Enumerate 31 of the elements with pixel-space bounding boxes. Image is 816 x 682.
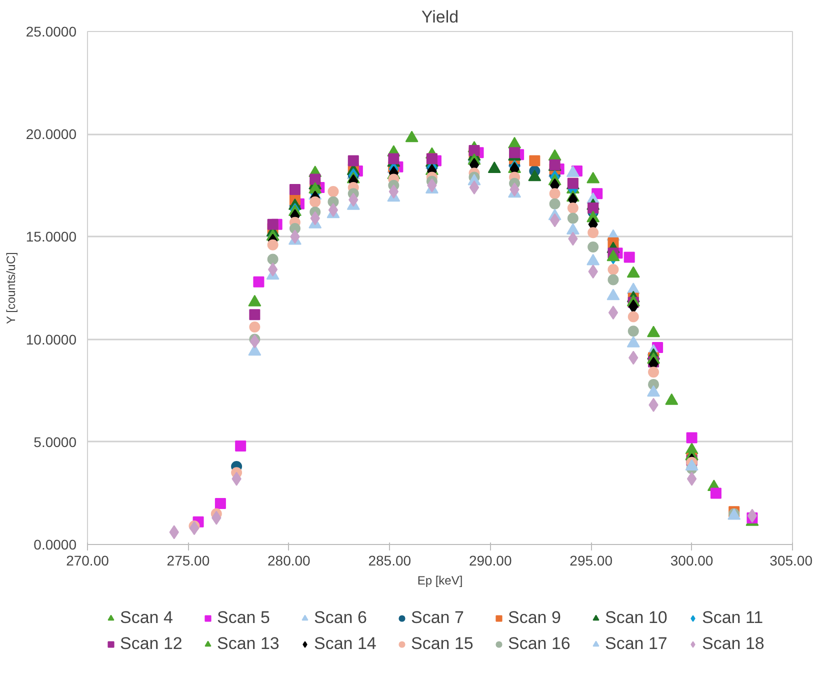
y-axis-title: Y [counts/uC]	[4, 252, 18, 324]
legend-label: Scan 17	[605, 634, 668, 654]
x-tick-label: 270.00	[66, 552, 110, 568]
legend-label: Scan 18	[702, 634, 766, 654]
y-tick-label: 15.0000	[26, 228, 77, 245]
x-tick-label: 280.00	[268, 552, 311, 568]
x-tick-label: 275.00	[166, 552, 210, 568]
legend-label: Scan 7	[411, 608, 465, 628]
legend-label: Scan 14	[314, 634, 378, 654]
legend-label: Scan 9	[508, 608, 562, 628]
y-tick-label: 20.0000	[26, 126, 77, 142]
x-tick-label: 305.00	[770, 552, 813, 568]
y-tick-label: 25.0000	[26, 24, 77, 40]
legend-label: Scan 13	[217, 634, 280, 654]
chart-title: Yield	[421, 8, 459, 26]
legend-label: Scan 11	[702, 608, 764, 628]
y-tick-label: 5.0000	[34, 434, 77, 450]
x-tick-label: 285.00	[368, 552, 412, 568]
x-axis-title: Ep [keV]	[417, 574, 463, 588]
legend-label: Scan 4	[120, 608, 174, 628]
x-tick-label: 300.00	[670, 552, 714, 568]
x-tick-label: 295.00	[570, 552, 613, 568]
legend-label: Scan 16	[508, 634, 572, 654]
legend-label: Scan 6	[314, 608, 368, 628]
y-tick-label: 10.0000	[26, 331, 77, 348]
legend-label: Scan 12	[120, 634, 184, 654]
x-tick-label: 290.00	[468, 552, 512, 568]
y-tick-label: 0.0000	[34, 536, 77, 552]
legend-label: Scan 10	[605, 608, 668, 628]
legend-label: Scan 15	[411, 634, 474, 654]
legend-label: Scan 5	[217, 608, 271, 628]
